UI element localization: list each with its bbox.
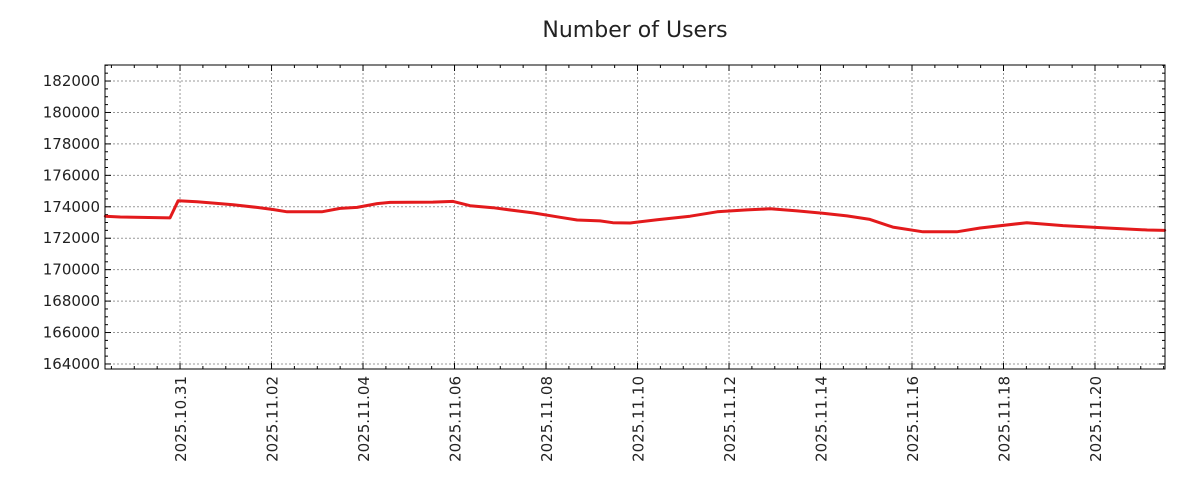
data-point bbox=[559, 216, 562, 219]
data-point bbox=[376, 202, 379, 205]
x-tick-label: 2025.11.16 bbox=[904, 376, 922, 462]
data-point bbox=[431, 200, 435, 204]
data-point bbox=[891, 225, 894, 229]
x-tick-label: 2025.11.08 bbox=[538, 376, 556, 462]
axes: 164000 166000 168000 170000 172000 174000 1760… bbox=[43, 64, 1165, 462]
data-point bbox=[655, 218, 659, 221]
y-tick-label: 176000 bbox=[43, 166, 100, 184]
x-tick-label: 2025.11.02 bbox=[264, 376, 282, 462]
data-point bbox=[1025, 221, 1029, 224]
data-point bbox=[118, 215, 122, 219]
data-point bbox=[320, 210, 324, 214]
data-point bbox=[214, 202, 217, 205]
y-tick-label: 172000 bbox=[43, 229, 100, 247]
data-point bbox=[231, 203, 235, 206]
data-point bbox=[491, 206, 495, 209]
data-point bbox=[285, 210, 289, 214]
series-line bbox=[104, 199, 1166, 234]
data-point bbox=[795, 209, 799, 213]
y-tick-label: 170000 bbox=[43, 261, 100, 279]
data-point bbox=[745, 208, 749, 212]
data-point bbox=[921, 230, 925, 233]
data-point bbox=[355, 206, 359, 209]
data-point bbox=[1061, 224, 1065, 227]
data-point bbox=[451, 200, 455, 203]
x-tick-label: 2025.11.14 bbox=[813, 376, 831, 462]
series-layer bbox=[103, 199, 1167, 234]
data-point bbox=[195, 200, 199, 203]
data-point bbox=[598, 219, 602, 223]
data-point bbox=[575, 218, 579, 222]
x-tick-label: 2025.10.31 bbox=[172, 376, 190, 462]
data-point bbox=[715, 210, 719, 214]
x-tick-label: 2025.11.18 bbox=[996, 376, 1014, 462]
y-tick-label: 174000 bbox=[43, 198, 100, 216]
data-point bbox=[845, 214, 849, 218]
data-point bbox=[388, 201, 392, 204]
y-tick-label: 164000 bbox=[43, 355, 100, 373]
plot-frame bbox=[104, 64, 1166, 370]
data-point bbox=[821, 212, 824, 215]
data-point bbox=[688, 215, 692, 218]
x-tick-label: 2025.11.06 bbox=[447, 376, 465, 462]
x-tick-label: 2025.11.12 bbox=[721, 376, 739, 462]
y-tick-label: 168000 bbox=[43, 292, 100, 310]
y-tick-label: 166000 bbox=[43, 324, 100, 342]
grid bbox=[105, 65, 1165, 369]
data-point bbox=[271, 208, 275, 211]
data-point bbox=[532, 211, 535, 215]
data-point bbox=[468, 204, 472, 207]
y-tick-label: 180000 bbox=[43, 103, 100, 121]
data-point bbox=[1105, 226, 1109, 230]
x-tick-label: 2025.11.10 bbox=[630, 376, 648, 462]
data-point bbox=[1145, 228, 1149, 232]
data-point bbox=[768, 207, 772, 211]
data-point bbox=[955, 230, 959, 233]
data-point bbox=[515, 209, 519, 213]
data-point bbox=[168, 216, 172, 220]
x-tick-label: 2025.11.04 bbox=[355, 376, 373, 462]
data-point bbox=[868, 218, 872, 221]
data-point bbox=[611, 221, 615, 224]
data-point bbox=[255, 206, 259, 209]
data-point bbox=[628, 221, 632, 225]
data-point bbox=[978, 226, 982, 230]
x-tick-label: 2025.11.20 bbox=[1087, 376, 1105, 462]
data-point bbox=[176, 199, 180, 202]
y-tick-label: 182000 bbox=[43, 72, 100, 90]
data-point bbox=[338, 207, 342, 210]
y-tick-label: 178000 bbox=[43, 135, 100, 153]
chart-title: Number of Users bbox=[542, 18, 727, 43]
